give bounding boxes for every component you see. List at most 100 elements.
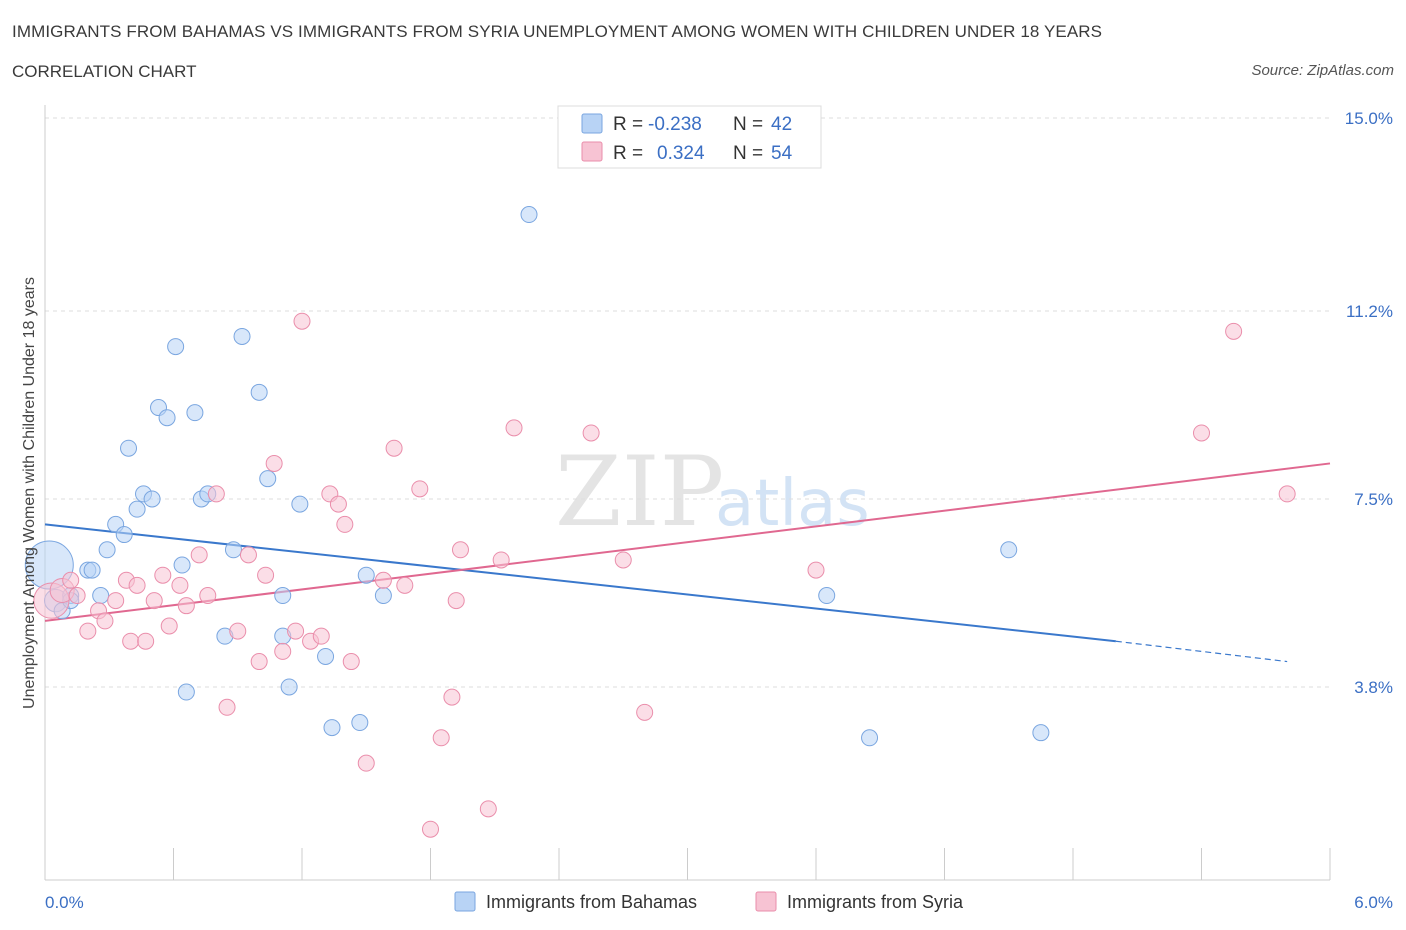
point-syria bbox=[274, 642, 292, 660]
y-tick-label: 3.8% bbox=[1354, 678, 1393, 697]
y-tick-label: 15.0% bbox=[1345, 109, 1393, 128]
point-syria bbox=[128, 576, 146, 594]
source-label: Source: ZipAtlas.com bbox=[1251, 62, 1394, 79]
point-bahamas bbox=[280, 678, 298, 696]
point-syria bbox=[62, 571, 80, 589]
x-tick-label-max: 6.0% bbox=[1354, 893, 1393, 912]
point-syria bbox=[96, 612, 114, 630]
point-syria bbox=[154, 566, 172, 584]
stats-n-value-syria: 54 bbox=[771, 143, 793, 164]
trend-line-extension-bahamas bbox=[1115, 640, 1288, 663]
point-bahamas bbox=[92, 587, 110, 605]
point-syria bbox=[336, 515, 354, 533]
point-bahamas bbox=[186, 404, 204, 422]
point-syria bbox=[342, 653, 360, 671]
y-tick-labels: 3.8% 7.5% 11.2% 15.0% bbox=[1345, 109, 1393, 697]
watermark-zip: ZIP bbox=[555, 436, 724, 548]
legend-swatch-bahamas bbox=[454, 891, 476, 912]
point-syria bbox=[107, 592, 125, 610]
data-points bbox=[24, 206, 1296, 838]
point-bahamas bbox=[167, 338, 185, 356]
stats-legend: R = -0.238 N = 42 R = 0.324 N = 54 bbox=[557, 105, 822, 169]
point-syria bbox=[396, 576, 414, 594]
chart-subtitle: CORRELATION CHART bbox=[12, 62, 197, 81]
y-tick-label: 7.5% bbox=[1354, 490, 1393, 509]
stats-n-label-bahamas: N = bbox=[733, 114, 763, 135]
point-bahamas bbox=[250, 383, 268, 401]
point-syria bbox=[422, 820, 439, 838]
stats-swatch-bahamas bbox=[581, 113, 603, 134]
point-syria bbox=[122, 632, 140, 650]
stats-swatch-syria bbox=[581, 141, 603, 162]
trend-line-bahamas bbox=[44, 523, 1116, 643]
point-syria bbox=[137, 632, 155, 650]
point-bahamas bbox=[861, 729, 879, 747]
point-syria bbox=[582, 424, 600, 442]
point-bahamas bbox=[233, 327, 251, 345]
point-syria bbox=[411, 480, 429, 498]
stats-r-value-bahamas: -0.238 bbox=[648, 114, 702, 135]
point-syria bbox=[190, 546, 208, 564]
point-syria bbox=[68, 587, 86, 605]
point-bahamas bbox=[323, 719, 341, 737]
legend-label-syria: Immigrants from Syria bbox=[787, 892, 964, 912]
point-syria bbox=[807, 561, 825, 579]
trend-line-syria bbox=[44, 462, 1331, 622]
point-bahamas bbox=[158, 409, 176, 427]
x-tick-label-min: 0.0% bbox=[45, 893, 84, 912]
point-bahamas bbox=[177, 683, 195, 701]
point-bahamas bbox=[120, 439, 138, 457]
point-syria bbox=[171, 576, 189, 594]
point-syria bbox=[177, 597, 195, 615]
point-bahamas bbox=[818, 587, 836, 605]
point-syria bbox=[636, 703, 654, 721]
point-syria bbox=[79, 622, 97, 640]
point-bahamas bbox=[98, 541, 116, 559]
point-syria bbox=[265, 454, 283, 472]
point-bahamas bbox=[1000, 541, 1018, 559]
point-syria bbox=[293, 312, 311, 330]
point-syria bbox=[287, 622, 305, 640]
point-bahamas bbox=[128, 500, 146, 518]
point-syria bbox=[432, 729, 450, 747]
point-bahamas bbox=[115, 526, 133, 544]
point-bahamas bbox=[173, 556, 191, 574]
stats-r-label-bahamas: R = bbox=[613, 114, 643, 135]
point-syria bbox=[312, 627, 330, 645]
point-syria bbox=[492, 551, 510, 569]
point-syria bbox=[199, 587, 217, 605]
point-syria bbox=[451, 541, 469, 559]
stats-n-label-syria: N = bbox=[733, 143, 763, 164]
point-bahamas bbox=[274, 587, 292, 605]
point-syria bbox=[614, 551, 632, 569]
point-bahamas bbox=[83, 561, 101, 579]
point-syria bbox=[207, 485, 225, 503]
y-axis-label: Unemployment Among Women with Children U… bbox=[21, 277, 38, 709]
point-bahamas bbox=[259, 470, 277, 488]
point-syria bbox=[239, 546, 257, 564]
x-tick-labels: 0.0% 6.0% bbox=[45, 893, 1393, 912]
point-syria bbox=[257, 566, 275, 584]
point-syria bbox=[329, 495, 347, 513]
point-syria bbox=[229, 622, 247, 640]
stats-n-value-bahamas: 42 bbox=[771, 114, 792, 135]
legend-label-bahamas: Immigrants from Bahamas bbox=[486, 892, 697, 912]
point-syria bbox=[443, 688, 461, 706]
point-syria bbox=[145, 592, 163, 610]
point-bahamas bbox=[374, 587, 392, 605]
point-bahamas bbox=[143, 490, 161, 508]
trend-lines bbox=[44, 462, 1331, 663]
point-syria bbox=[505, 419, 523, 437]
y-tick-label: 11.2% bbox=[1346, 302, 1393, 321]
point-syria bbox=[218, 698, 236, 716]
point-syria bbox=[1193, 424, 1210, 442]
point-syria bbox=[479, 800, 497, 818]
point-syria bbox=[1278, 485, 1296, 503]
stats-r-label-syria: R = bbox=[613, 143, 643, 164]
chart-title: IMMIGRANTS FROM BAHAMAS VS IMMIGRANTS FR… bbox=[12, 22, 1103, 41]
point-syria bbox=[160, 617, 178, 635]
point-syria bbox=[447, 592, 465, 610]
stats-r-value-syria: 0.324 bbox=[657, 143, 705, 164]
series-legend: Immigrants from Bahamas Immigrants from … bbox=[454, 891, 964, 912]
